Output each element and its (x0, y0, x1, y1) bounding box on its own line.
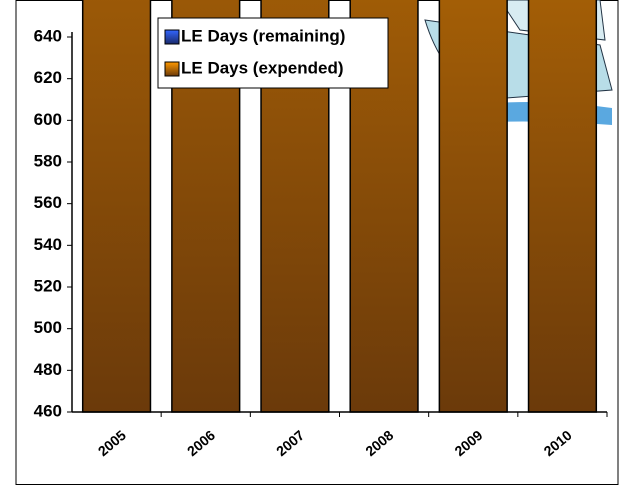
bar (527, 0, 598, 413)
legend-swatch (164, 29, 180, 45)
bar (81, 0, 152, 413)
y-tick-label: 480 (34, 360, 62, 379)
legend-label: LE Days (expended) (181, 58, 344, 77)
y-tick-label: 500 (34, 318, 62, 337)
legend (157, 17, 389, 89)
y-tick-label: 640 (34, 26, 62, 45)
y-tick-label: 600 (34, 110, 62, 129)
y-tick-label: 520 (34, 276, 62, 295)
y-tick-label: 560 (34, 193, 62, 212)
y-tick-label: 620 (34, 68, 62, 87)
y-tick-label: 580 (34, 151, 62, 170)
bar (438, 0, 508, 413)
y-tick-label: 460 (34, 401, 62, 420)
legend-swatch (164, 61, 180, 77)
legend-label: LE Days (remaining) (181, 26, 345, 45)
y-tick-label: 540 (34, 235, 62, 254)
